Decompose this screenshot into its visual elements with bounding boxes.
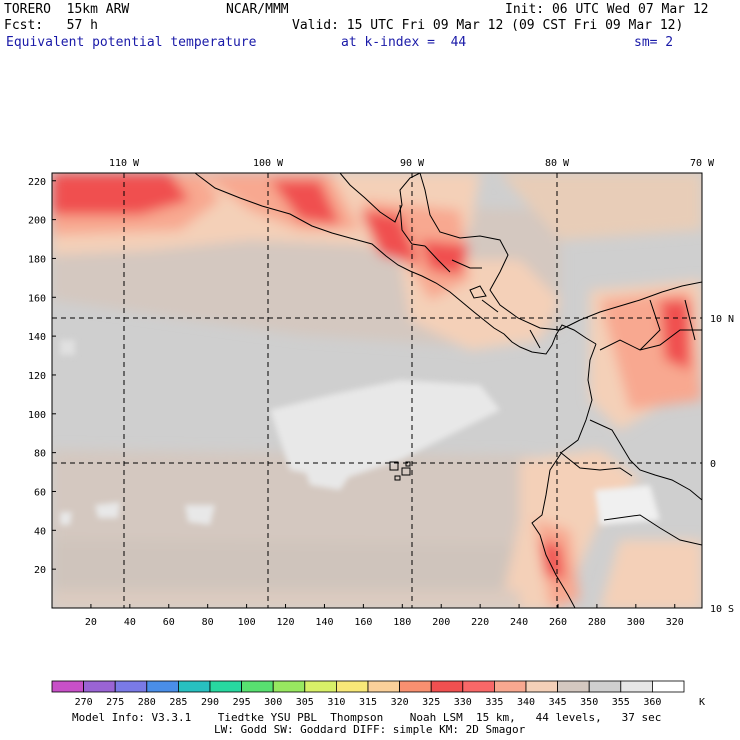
colorbar-swatch: [304, 680, 337, 693]
field-name: Equivalent potential temperature: [6, 35, 257, 50]
y-tick-label: 60: [34, 487, 46, 498]
longitude-label: 90 W: [400, 158, 425, 169]
colorbar-label: 335: [485, 697, 503, 708]
x-tick-label: 320: [666, 617, 684, 628]
y-tick-label: 20: [34, 565, 46, 576]
colorbar-label: 350: [580, 697, 598, 708]
x-tick-label: 160: [354, 617, 372, 628]
colorbar-swatch: [462, 680, 495, 693]
level-label: at k-index = 44: [341, 35, 467, 50]
init-time: Init: 06 UTC Wed 07 Mar 12: [505, 2, 709, 17]
colorbar-swatch: [146, 680, 179, 693]
colorbar-swatch: [114, 680, 148, 693]
colorbar-label: 330: [454, 697, 472, 708]
y-tick-label: 100: [28, 410, 46, 421]
colorbar-swatch: [335, 680, 369, 693]
x-tick-label: 40: [124, 617, 136, 628]
colorbar-swatch: [620, 680, 653, 693]
x-tick-label: 200: [432, 617, 450, 628]
colorbar-label: 360: [643, 697, 661, 708]
y-tick-label: 120: [28, 371, 46, 382]
model-name: TORERO 15km ARW: [4, 2, 130, 17]
latitude-label: 10 N: [710, 314, 734, 325]
colorbar-label: 295: [233, 697, 251, 708]
smoothing-label: sm= 2: [634, 35, 674, 50]
latitude-label: 0: [710, 459, 716, 470]
colorbar-swatch: [652, 680, 685, 693]
colorbar: 270 275 280 285 290 295 300 305 310 315 320 325 330 3…: [51, 680, 705, 708]
x-tick-label: 220: [471, 617, 489, 628]
longitude-label: 100 W: [253, 158, 284, 169]
colorbar-label: 345: [549, 697, 567, 708]
colorbar-label: 270: [75, 697, 93, 708]
colorbar-swatch: [493, 680, 527, 693]
coastlines: [194, 173, 702, 608]
model-info: Model Info: V3.3.1 Tiedtke YSU PBL Thomp…: [72, 711, 662, 724]
plot-frame: [51, 172, 703, 609]
x-tick-label: 280: [588, 617, 606, 628]
y-tick-label: 220: [28, 177, 46, 188]
colorbar-swatch: [399, 680, 432, 693]
x-tick-label: 240: [510, 617, 528, 628]
x-tick-label: 260: [549, 617, 567, 628]
colorbar-label: 320: [391, 697, 409, 708]
colorbar-swatch: [177, 680, 211, 693]
colorbar-label: 300: [264, 697, 282, 708]
latitude-label: 10 S: [710, 604, 734, 615]
longitude-label: 70 W: [690, 158, 715, 169]
colorbar-swatch: [83, 680, 116, 693]
physics-info: LW: Godd SW: Goddard DIFF: simple KM: 2D…: [214, 723, 526, 736]
colorbar-unit: K: [699, 697, 705, 708]
y-tick-label: 80: [34, 449, 46, 460]
x-tick-label: 60: [163, 617, 175, 628]
x-tick-label: 140: [315, 617, 333, 628]
valid-time: Valid: 15 UTC Fri 09 Mar 12 (09 CST Fri …: [292, 18, 684, 33]
lat-lon-grid: [52, 173, 702, 608]
colorbar-label: 305: [296, 697, 314, 708]
y-tick-label: 140: [28, 332, 46, 343]
colorbar-swatch: [367, 680, 401, 693]
colorbar-label: 310: [327, 697, 345, 708]
colorbar-label: 355: [612, 697, 630, 708]
y-tick-label: 180: [28, 254, 46, 265]
colorbar-swatch: [588, 680, 622, 693]
y-tick-label: 160: [28, 293, 46, 304]
colorbar-swatch: [430, 680, 464, 693]
colorbar-label: 285: [169, 697, 187, 708]
y-axis-ticks: 20 40 60 80 100 120 140 160 180 200 220: [28, 177, 56, 576]
y-tick-label: 40: [34, 526, 46, 537]
colorbar-swatch: [272, 680, 306, 693]
x-tick-label: 100: [238, 617, 256, 628]
colorbar-swatch: [209, 680, 243, 693]
x-axis-ticks: 20 40 60 80 100 120 140 160 180 200 220 240 260 280 30…: [85, 604, 684, 628]
colorbar-label: 290: [201, 697, 219, 708]
x-tick-label: 80: [202, 617, 214, 628]
x-tick-label: 20: [85, 617, 97, 628]
longitude-label: 80 W: [545, 158, 570, 169]
latitude-labels: 10 N 0 10 S: [710, 314, 734, 615]
theta-e-field: [52, 173, 702, 608]
y-tick-label: 200: [28, 216, 46, 227]
colorbar-swatch: [241, 680, 274, 693]
x-tick-label: 120: [277, 617, 295, 628]
colorbar-swatch: [51, 680, 85, 693]
colorbar-label: 275: [106, 697, 124, 708]
longitude-label: 110 W: [109, 158, 140, 169]
organization: NCAR/MMM: [226, 2, 289, 17]
forecast-hour: Fcst: 57 h: [4, 18, 98, 33]
colorbar-label: 340: [517, 697, 535, 708]
colorbar-label: 325: [422, 697, 440, 708]
colorbar-label: 315: [359, 697, 377, 708]
x-tick-label: 300: [627, 617, 645, 628]
x-tick-label: 180: [393, 617, 411, 628]
colorbar-swatch: [557, 680, 590, 693]
colorbar-swatch: [525, 680, 559, 693]
colorbar-label: 280: [138, 697, 156, 708]
longitude-labels: 110 W 100 W 90 W 80 W 70 W: [109, 158, 715, 169]
